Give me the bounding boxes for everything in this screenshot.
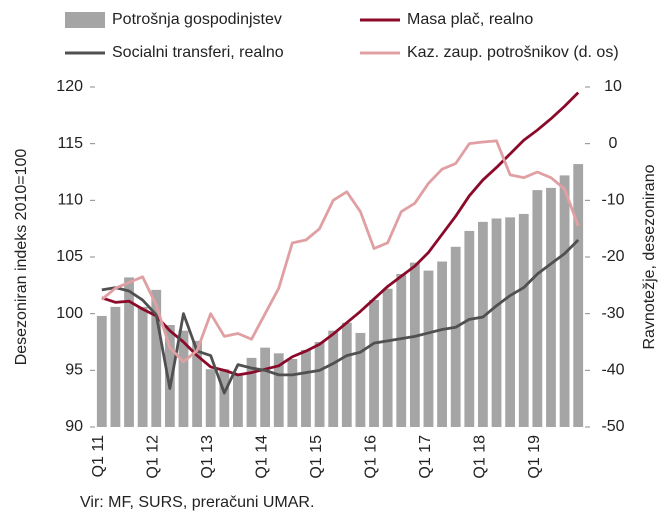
x-tick-label: Q1 11 bbox=[90, 435, 107, 478]
bar bbox=[246, 357, 257, 427]
bar bbox=[409, 262, 420, 427]
source-note: Vir: MF, SURS, preračuni UMAR. bbox=[80, 494, 314, 511]
legend-label: Masa plač, realno bbox=[407, 11, 533, 28]
bar bbox=[151, 289, 162, 427]
legend-label: Kaz. zaup. potrošnikov (d. os) bbox=[407, 44, 619, 61]
bar bbox=[124, 277, 134, 427]
y2-tick-label: -20 bbox=[601, 248, 624, 265]
bar bbox=[273, 353, 284, 427]
bar bbox=[301, 349, 311, 427]
bar bbox=[464, 230, 475, 427]
y-tick-label: 110 bbox=[57, 192, 83, 209]
y2-axis-title: Ravnotežje, desezonirano bbox=[641, 164, 658, 349]
bar bbox=[328, 330, 339, 427]
bar bbox=[532, 190, 543, 427]
bar bbox=[369, 300, 379, 427]
y2-tick-label: 0 bbox=[609, 135, 618, 152]
bar bbox=[233, 374, 243, 427]
bar bbox=[137, 306, 148, 427]
bar bbox=[287, 359, 298, 427]
bar bbox=[437, 261, 447, 427]
x-tick-label: Q1 17 bbox=[417, 435, 434, 479]
legend-swatch bbox=[65, 12, 105, 28]
y2-tick-label: -30 bbox=[601, 305, 624, 322]
bar bbox=[518, 213, 529, 427]
x-tick-label: Q1 12 bbox=[145, 435, 162, 479]
line-series bbox=[101, 239, 580, 395]
bar bbox=[450, 246, 461, 427]
bar bbox=[478, 221, 488, 427]
y2-tick-label: -10 bbox=[601, 192, 624, 209]
bar bbox=[491, 218, 502, 427]
x-tick-label: Q1 18 bbox=[471, 435, 488, 479]
y2-tick-label: -40 bbox=[601, 362, 624, 379]
line-series bbox=[100, 139, 580, 364]
y-tick-label: 100 bbox=[56, 305, 83, 322]
bar bbox=[96, 315, 107, 427]
bar bbox=[205, 369, 216, 427]
y-tick-label: 120 bbox=[56, 78, 83, 95]
bar bbox=[505, 217, 516, 427]
bar bbox=[164, 325, 175, 427]
bar bbox=[423, 270, 434, 427]
y2-tick-label: -50 bbox=[601, 418, 624, 435]
bar bbox=[573, 164, 584, 428]
y-tick-label: 95 bbox=[65, 362, 83, 379]
x-tick-label: Q1 15 bbox=[308, 435, 325, 479]
y-tick-label: 90 bbox=[65, 418, 83, 435]
bar bbox=[260, 347, 271, 427]
bar bbox=[110, 306, 121, 427]
bar bbox=[396, 274, 407, 427]
line-series bbox=[101, 91, 580, 377]
bar bbox=[178, 330, 189, 427]
bar bbox=[219, 369, 230, 427]
x-tick-label: Q1 13 bbox=[199, 435, 216, 479]
legend-label: Socialni transferi, realno bbox=[112, 44, 284, 61]
bar bbox=[341, 322, 352, 427]
x-tick-label: Q1 19 bbox=[526, 435, 543, 479]
bar bbox=[355, 332, 366, 427]
y-tick-label: 105 bbox=[56, 248, 83, 265]
y-axis-title: Desezoniran indeks 2010=100 bbox=[13, 149, 30, 366]
bar bbox=[546, 187, 556, 427]
bar bbox=[192, 340, 202, 427]
y2-tick-label: 10 bbox=[604, 78, 622, 95]
bar bbox=[314, 342, 325, 427]
x-tick-label: Q1 16 bbox=[362, 435, 379, 479]
bar bbox=[382, 288, 393, 427]
bar bbox=[559, 175, 570, 427]
x-tick-label: Q1 14 bbox=[254, 435, 271, 479]
y-tick-label: 115 bbox=[57, 135, 83, 152]
legend-label: Potrošnja gospodinjstev bbox=[112, 11, 282, 28]
